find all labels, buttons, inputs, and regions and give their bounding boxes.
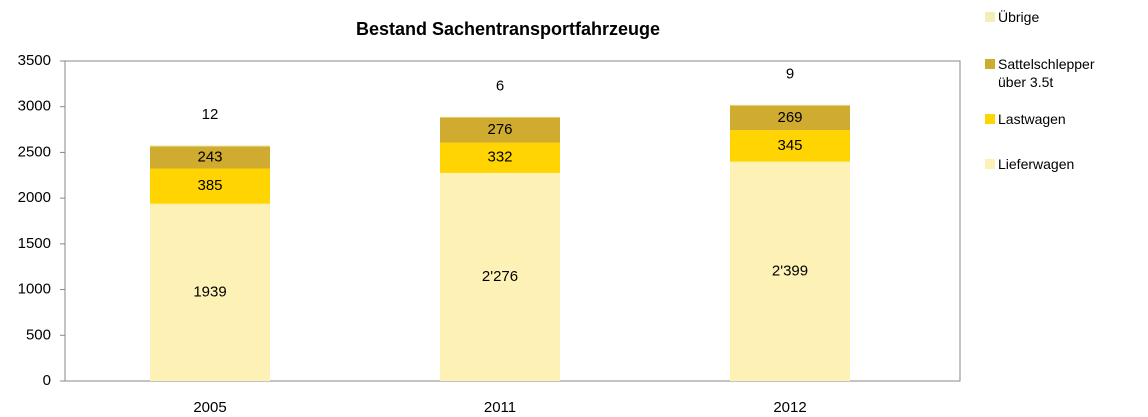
bar-segment — [730, 104, 850, 106]
data-label: 6 — [496, 78, 504, 95]
data-label: 1939 — [193, 283, 226, 300]
bar-segment — [440, 117, 560, 143]
data-label: 9 — [786, 66, 794, 83]
legend-item: Übrige — [985, 8, 1145, 26]
bar-segment — [150, 145, 270, 147]
data-label: 269 — [777, 109, 802, 126]
bar-segment — [150, 203, 270, 381]
data-label: 2'399 — [772, 262, 808, 279]
x-tick-label: 2005 — [193, 399, 226, 416]
data-label: 332 — [487, 149, 512, 166]
y-tick-label: 3500 — [18, 52, 51, 69]
chart: Bestand Sachentransportfahrzeuge 0 500 100… — [18, 19, 961, 416]
y-tick-label: 1000 — [18, 281, 51, 298]
chart-title: Bestand Sachentransportfahrzeuge — [356, 19, 660, 39]
bar-segment — [440, 142, 560, 173]
bar-segment — [440, 172, 560, 381]
bar-segment — [150, 168, 270, 204]
x-tick-label: 2012 — [773, 399, 806, 416]
y-tick-label: 2500 — [18, 143, 51, 160]
bar-segment — [730, 130, 850, 162]
legend-item: Sattelschlepper über 3.5t — [985, 55, 1145, 91]
legend-label: Sattelschlepper über 3.5t — [998, 56, 1095, 90]
y-tick-label: 2000 — [18, 189, 51, 206]
legend-item: Lieferwagen — [985, 155, 1145, 173]
y-tick-label: 3000 — [18, 98, 51, 115]
legend-swatch — [985, 159, 995, 169]
bar-segment — [150, 146, 270, 169]
data-label: 12 — [202, 106, 219, 123]
y-tick-label: 1500 — [18, 235, 51, 252]
legend-label: Lieferwagen — [998, 156, 1075, 172]
x-tick-label: 2011 — [484, 399, 516, 416]
y-tick-label: 0 — [43, 372, 51, 389]
bar-segment — [730, 105, 850, 131]
data-label: 385 — [197, 177, 222, 194]
bar-segment — [730, 161, 850, 381]
legend-label: Lastwagen — [998, 111, 1066, 127]
legend-item: Lastwagen — [985, 110, 1145, 128]
y-tick-label: 500 — [26, 326, 51, 343]
legend-label: Übrige — [998, 9, 1040, 25]
legend-swatch — [985, 12, 995, 22]
data-label: 276 — [487, 121, 512, 138]
legend-swatch — [985, 114, 995, 124]
data-label: 2'276 — [482, 268, 518, 285]
legend-swatch — [985, 59, 995, 69]
data-label: 345 — [777, 137, 802, 154]
bar-segment — [440, 116, 560, 118]
data-label: 243 — [197, 148, 222, 165]
